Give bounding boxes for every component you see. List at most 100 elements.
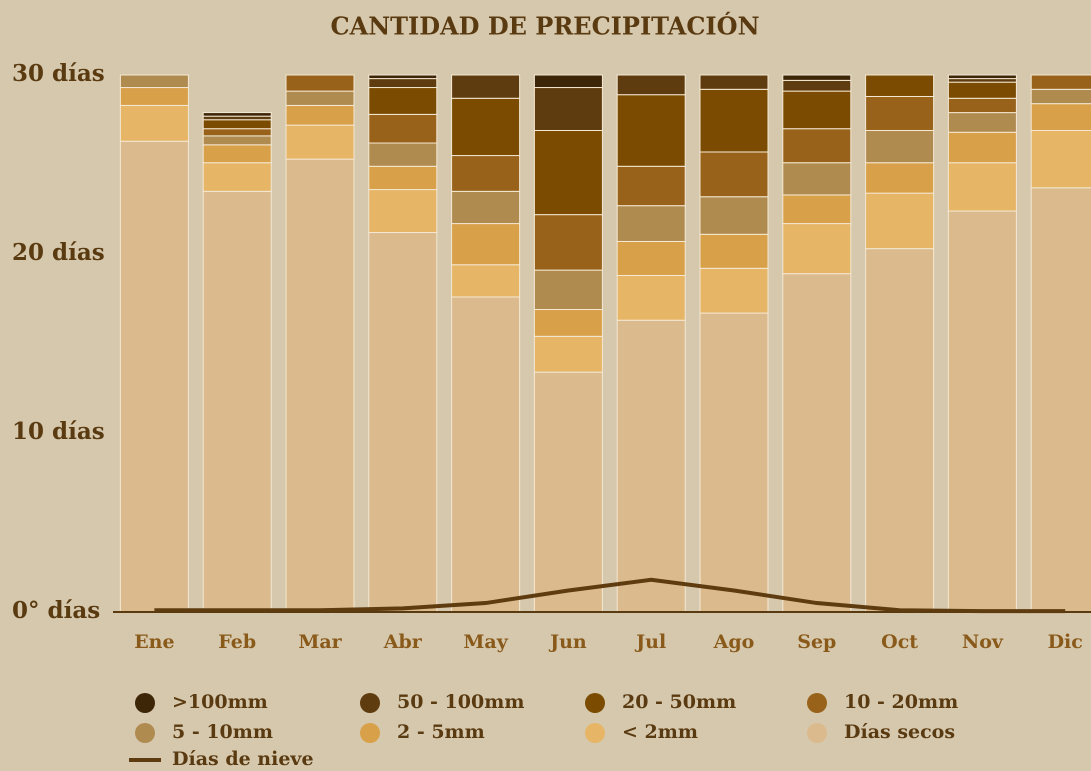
bar-segment xyxy=(202,112,272,117)
bar-segment xyxy=(451,155,521,192)
bar-segment xyxy=(699,233,769,269)
bar-segment xyxy=(782,74,852,81)
bar-segment xyxy=(368,74,438,80)
bar-segment xyxy=(533,74,603,89)
bar-segment xyxy=(451,190,521,225)
bar-segment xyxy=(782,194,852,225)
bar-segment xyxy=(368,113,438,144)
bar-segment xyxy=(202,135,272,146)
bar-segment xyxy=(782,273,852,613)
y-tick-label: 20 días xyxy=(12,239,105,266)
bar-segment xyxy=(947,81,1017,99)
bar-segment xyxy=(533,214,603,271)
bar-segment xyxy=(285,124,355,160)
legend-swatch xyxy=(807,693,827,713)
bar-segment xyxy=(865,129,935,164)
y-tick-label: 10 días xyxy=(12,418,105,445)
bar-segment xyxy=(533,335,603,373)
bar-segment xyxy=(947,97,1017,114)
x-tick-label: Abr xyxy=(383,631,423,653)
legend-label: 2 - 5mm xyxy=(397,721,485,743)
bar-segment xyxy=(119,87,189,106)
y-tick-label: 30 días xyxy=(12,60,105,87)
bar-segment xyxy=(202,144,272,164)
bar-segment xyxy=(285,90,355,106)
x-tick-label: Oct xyxy=(881,631,918,653)
bar-segment xyxy=(368,78,438,89)
bar-segment xyxy=(782,90,852,130)
x-tick-label: Jun xyxy=(548,631,587,653)
bar-segment xyxy=(947,210,1017,613)
bar-segment xyxy=(782,162,852,196)
bar-segment xyxy=(451,223,521,266)
legend-swatch xyxy=(360,723,380,743)
legend-label: < 2mm xyxy=(622,721,698,743)
bar-segment xyxy=(451,296,521,613)
bar-segment xyxy=(865,74,935,97)
bar-segment xyxy=(368,87,438,115)
bar-segment xyxy=(119,74,189,89)
bar-segment xyxy=(947,131,1017,164)
legend-label: >100mm xyxy=(172,691,268,713)
chart-title: CANTIDAD DE PRECIPITACIÓN xyxy=(330,12,759,41)
bar-segment xyxy=(119,104,189,142)
bar-segment xyxy=(865,95,935,131)
bar-segment xyxy=(616,94,686,167)
bar-segment xyxy=(947,112,1017,133)
bar-segment xyxy=(947,74,1017,80)
bar-segment xyxy=(782,128,852,164)
bar-segment xyxy=(202,190,272,613)
bar-segment xyxy=(1030,187,1091,613)
bar-segment xyxy=(699,88,769,153)
bar-segment xyxy=(368,142,438,167)
bar-segment xyxy=(368,165,438,191)
bar-segment xyxy=(533,87,603,131)
legend-swatch xyxy=(360,693,380,713)
bar-segment xyxy=(616,240,686,276)
x-tick-label: May xyxy=(463,631,508,653)
bar-segment xyxy=(533,308,603,337)
bar-segment xyxy=(202,162,272,192)
bar-segment xyxy=(368,189,438,234)
bar-segment xyxy=(533,129,603,216)
legend-swatch xyxy=(135,693,155,713)
bar-segment xyxy=(616,274,686,321)
legend-swatch xyxy=(807,723,827,743)
legend-label: 50 - 100mm xyxy=(397,691,524,713)
legend-swatch xyxy=(135,723,155,743)
x-tick-label: Mar xyxy=(298,631,342,653)
legend-label: Días secos xyxy=(844,721,955,743)
bar-segment xyxy=(1030,88,1091,105)
y-tick-label: 0° días xyxy=(12,597,100,624)
bar-segment xyxy=(285,104,355,126)
bar-segment xyxy=(616,74,686,96)
bar-segment xyxy=(947,78,1017,83)
x-tick-label: Sep xyxy=(797,631,836,653)
bar-segment xyxy=(119,140,189,613)
legend-swatch xyxy=(585,723,605,743)
bar-segment xyxy=(782,79,852,92)
legend-label: 10 - 20mm xyxy=(844,691,958,713)
bar-segment xyxy=(533,269,603,310)
bar-segment xyxy=(451,264,521,298)
bar-segment xyxy=(865,192,935,250)
bar-segment xyxy=(865,248,935,613)
x-tick-label: Ago xyxy=(713,631,755,653)
bar-segment xyxy=(285,74,355,92)
legend-swatch xyxy=(585,693,605,713)
bar-segment xyxy=(782,223,852,275)
x-tick-label: Jul xyxy=(634,631,666,653)
x-tick-label: Ene xyxy=(134,631,174,653)
x-tick-label: Nov xyxy=(962,631,1004,653)
bar-segment xyxy=(202,128,272,137)
bar-segment xyxy=(699,267,769,314)
bar-segment xyxy=(616,205,686,242)
legend-label: 20 - 50mm xyxy=(622,691,736,713)
bar-segment xyxy=(699,151,769,198)
legend-label: 5 - 10mm xyxy=(172,721,273,743)
bar-segment xyxy=(451,97,521,157)
bar-segment xyxy=(202,119,272,130)
bar-segment xyxy=(1030,103,1091,131)
bar-segment xyxy=(699,74,769,90)
